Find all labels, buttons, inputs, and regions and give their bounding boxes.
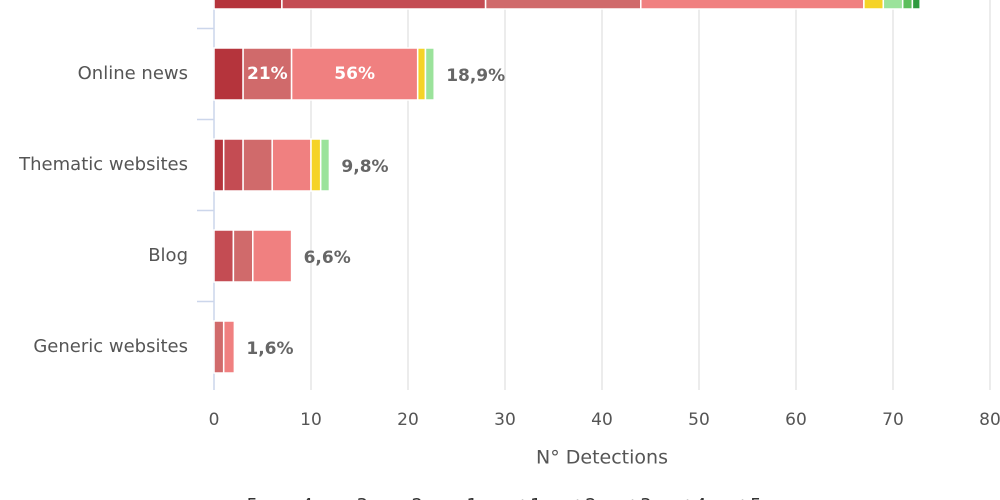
x-tick-label: 0 — [209, 410, 220, 430]
bar-segment — [242, 138, 273, 192]
bar-segment — [222, 138, 244, 192]
x-tick-label: 70 — [882, 410, 904, 430]
bar-segment — [416, 47, 427, 101]
bar-segment — [882, 0, 904, 10]
legend-label: +4 — [680, 495, 707, 500]
x-tick-label: 30 — [494, 410, 516, 430]
bar-segment — [290, 47, 419, 101]
legend-label: +5 — [735, 495, 762, 500]
bar-segment — [232, 229, 254, 283]
bar-segment — [319, 138, 331, 192]
legend-label: +2 — [570, 495, 597, 500]
bar-segment — [484, 0, 642, 10]
y-tick-label: Thematic websites — [18, 154, 188, 175]
x-axis-title: N° Detections — [536, 447, 668, 469]
legend-label: -2 — [405, 495, 423, 500]
legend-label: -1 — [460, 495, 478, 500]
bar-segment — [640, 0, 865, 10]
bar-segment — [281, 0, 487, 10]
y-tick-label: Online news — [78, 63, 188, 84]
x-tick-label: 20 — [397, 410, 419, 430]
total-label: 9,8% — [341, 157, 388, 177]
segment-label: 21% — [247, 64, 288, 84]
legend-label: -5 — [240, 495, 258, 500]
total-label: 18,9% — [446, 66, 505, 86]
total-label: 6,6% — [304, 248, 351, 268]
y-tick-label: Generic websites — [33, 336, 188, 357]
legend-label: +1 — [515, 495, 542, 500]
bar-segment — [252, 229, 293, 283]
total-label: 1,6% — [246, 339, 293, 359]
bar-segment — [310, 138, 322, 192]
y-tick-label: Blog — [148, 245, 188, 266]
bar-segment — [911, 0, 921, 10]
x-tick-label: 80 — [979, 410, 1000, 430]
x-tick-label: 10 — [300, 410, 322, 430]
bar-segment — [213, 47, 244, 101]
bar-segment — [222, 320, 236, 374]
legend-label: -3 — [350, 495, 368, 500]
bar-segment — [213, 320, 225, 374]
segment-label: 56% — [334, 64, 375, 84]
bar-segment — [213, 138, 225, 192]
bar-segment — [271, 138, 312, 192]
bar-segment — [424, 47, 435, 101]
x-tick-label: 60 — [785, 410, 807, 430]
x-tick-label: 50 — [688, 410, 710, 430]
bar-segment — [213, 229, 235, 283]
bar-segment — [213, 0, 283, 10]
x-tick-label: 40 — [591, 410, 613, 430]
bar-segment — [901, 0, 914, 10]
legend-label: +3 — [625, 495, 652, 500]
legend-label: -4 — [295, 495, 313, 500]
bar-segment — [863, 0, 885, 10]
